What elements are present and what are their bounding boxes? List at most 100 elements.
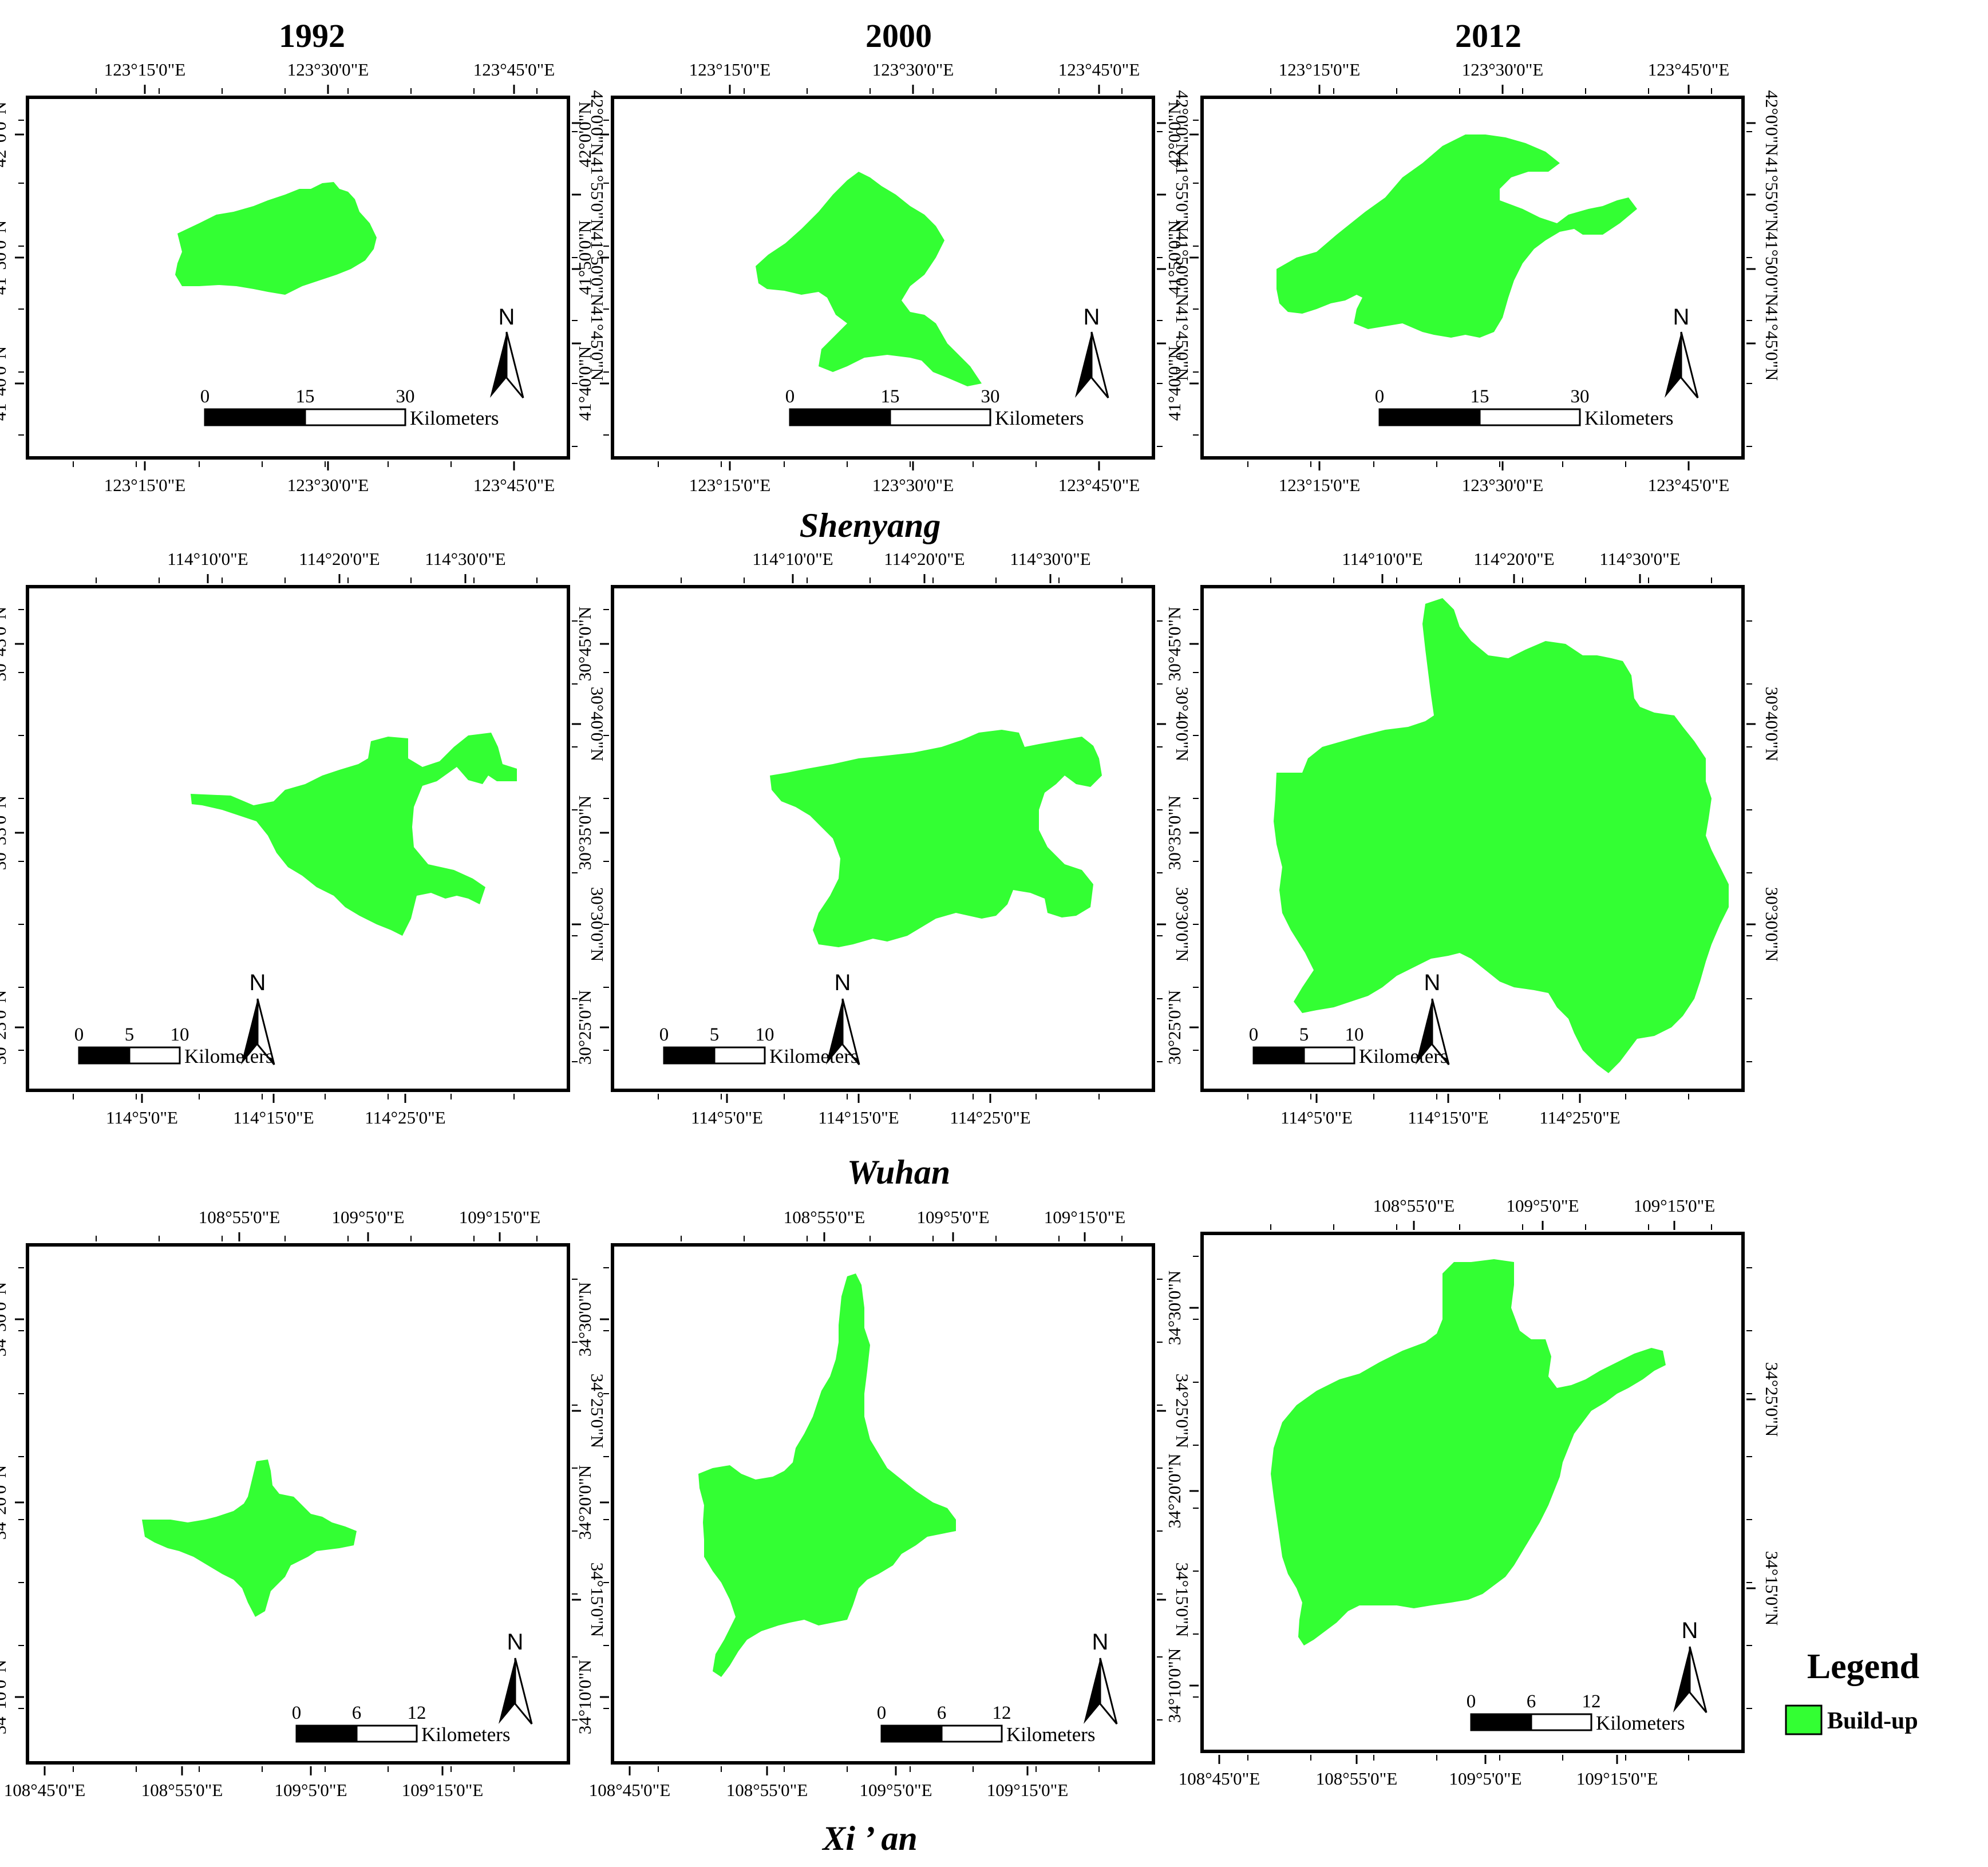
scale-bar-filled: [204, 408, 306, 426]
scale-tick-label: 15: [1471, 386, 1489, 407]
scale-unit-label: Kilometers: [184, 1045, 274, 1067]
scale-bar-filled: [789, 408, 891, 426]
bottom-lon-label: 123°15'0"E: [689, 475, 771, 495]
bottom-lon-label: 123°45'0"E: [1058, 475, 1140, 495]
top-lon-label: 109°5'0"E: [916, 1207, 989, 1227]
bottom-lon-label: 109°5'0"E: [859, 1780, 932, 1800]
scale-tick-label: 10: [756, 1025, 774, 1045]
right-lat-label: 30°40'0"N: [587, 687, 607, 762]
right-lat-label: 30°30'0"N: [1172, 887, 1192, 962]
buildup-area: [1274, 598, 1729, 1073]
right-lat-label: 41°55'0"N: [587, 157, 607, 232]
north-arrow-right-half: [505, 331, 524, 398]
scale-tick-label: 10: [1345, 1025, 1364, 1045]
scale-unit-label: Kilometers: [1359, 1045, 1448, 1067]
right-lat-label: 41°50'0"N: [1172, 232, 1192, 307]
right-lat-label: 41°50'0"N: [1762, 232, 1782, 307]
right-lat-label: 41°45'0"N: [587, 306, 607, 381]
map-panel-xian-2012: N: [1200, 1232, 1745, 1753]
left-lat-label: 41°40'0"N: [0, 346, 10, 421]
scale-bar-empty: [304, 408, 406, 426]
scale-bar-filled: [663, 1046, 716, 1065]
scale-bar-filled: [78, 1046, 131, 1065]
north-arrow-label: N: [507, 1629, 524, 1655]
top-lon-label: 109°15'0"E: [459, 1207, 541, 1227]
right-lat-label: 41°45'0"N: [1762, 306, 1782, 381]
top-lon-label: 123°30'0"E: [872, 60, 954, 80]
right-lat-label: 34°25'0"N: [1762, 1362, 1782, 1437]
top-lon-label: 114°30'0"E: [425, 549, 505, 569]
bottom-lon-label: 123°15'0"E: [104, 475, 186, 495]
top-lon-label: 123°15'0"E: [104, 60, 186, 80]
bottom-lon-label: 109°15'0"E: [1576, 1769, 1658, 1789]
legend-label-buildup: Build-up: [1827, 1708, 1918, 1734]
top-lon-label: 109°15'0"E: [1634, 1196, 1716, 1216]
scale-bar-filled: [1378, 408, 1481, 426]
left-lat-label: 30°35'0"N: [0, 796, 10, 871]
scale-tick-label: 0: [292, 1703, 302, 1723]
north-arrow-right-half: [1099, 1658, 1118, 1724]
year-label-2000: 2000: [865, 17, 932, 54]
scale-tick-label: 0: [877, 1703, 887, 1723]
right-lat-label: 34°25'0"N: [587, 1374, 607, 1449]
scale-tick-label: 15: [296, 386, 315, 407]
right-lat-label: 41°50'0"N: [587, 232, 607, 307]
top-lon-label: 123°15'0"E: [1279, 60, 1361, 80]
north-arrow-right-half: [1680, 331, 1699, 398]
left-lat-label: 34°10'0"N: [0, 1660, 10, 1735]
north-arrow-icon: [241, 999, 258, 1065]
left-lat-label: 30°45'0"N: [575, 607, 595, 682]
right-lat-label: 34°15'0"N: [587, 1563, 607, 1637]
left-lat-label: 41°40'0"N: [575, 346, 595, 421]
right-lat-label: 30°30'0"N: [1762, 887, 1782, 962]
north-arrow-label: N: [499, 304, 515, 330]
right-lat-label: 34°25'0"N: [1172, 1374, 1192, 1449]
left-lat-label: 34°10'0"N: [1164, 1648, 1184, 1723]
north-arrow-label: N: [1673, 304, 1690, 330]
north-arrow-label: N: [835, 970, 851, 995]
bottom-lon-label: 109°15'0"E: [402, 1780, 484, 1800]
left-lat-label: 34°30'0"N: [1164, 1271, 1184, 1346]
buildup-area: [142, 1459, 357, 1617]
buildup-area: [1276, 135, 1637, 338]
top-lon-label: 109°5'0"E: [1506, 1196, 1579, 1216]
north-arrow-label: N: [1084, 304, 1100, 330]
bottom-lon-label: 114°5'0"E: [1280, 1107, 1353, 1128]
north-arrow-label: N: [1424, 970, 1441, 995]
scale-tick-label: 0: [200, 386, 210, 407]
scale-tick-label: 30: [396, 386, 415, 407]
bottom-lon-label: 114°5'0"E: [691, 1107, 763, 1128]
bottom-lon-label: 123°45'0"E: [1648, 475, 1730, 495]
scale-bar-empty: [889, 408, 991, 426]
scale-bar-empty: [940, 1724, 1003, 1743]
scale-unit-label: Kilometers: [1584, 407, 1674, 429]
north-arrow-icon: [1416, 999, 1432, 1065]
north-arrow-right-half: [1431, 998, 1450, 1065]
bottom-lon-label: 114°15'0"E: [1408, 1107, 1488, 1128]
buildup-area: [191, 733, 517, 936]
scale-unit-label: Kilometers: [421, 1723, 511, 1746]
right-lat-label: 34°15'0"N: [1172, 1563, 1192, 1637]
top-lon-label: 114°20'0"E: [884, 549, 965, 569]
top-lon-label: 123°30'0"E: [1462, 60, 1544, 80]
city-label-xian: Xi ’ an: [821, 1819, 918, 1857]
bottom-lon-label: 114°5'0"E: [106, 1107, 178, 1128]
right-lat-label: 42°0'0"N: [1172, 90, 1192, 156]
year-label-1992: 1992: [279, 17, 345, 54]
right-lat-label: 42°0'0"N: [1762, 90, 1782, 156]
map-panel-wuhan-2000: N: [611, 585, 1155, 1092]
north-arrow-icon: [1075, 332, 1092, 398]
left-lat-label: 41°50'0"N: [575, 220, 595, 295]
scale-bar-filled: [295, 1724, 358, 1743]
scale-tick-label: 0: [74, 1025, 84, 1045]
scale-tick-label: 10: [171, 1025, 189, 1045]
bottom-lon-label: 123°30'0"E: [872, 475, 954, 495]
left-lat-label: 42°0'0"N: [0, 101, 10, 167]
bottom-lon-label: 108°45'0"E: [1179, 1769, 1260, 1789]
bottom-lon-label: 109°5'0"E: [274, 1780, 347, 1800]
scale-tick-label: 12: [408, 1703, 426, 1723]
right-lat-label: 41°55'0"N: [1172, 157, 1192, 232]
north-arrow-icon: [1665, 332, 1681, 398]
city-label-shenyang: Shenyang: [800, 507, 941, 544]
bottom-lon-label: 114°25'0"E: [365, 1107, 445, 1128]
